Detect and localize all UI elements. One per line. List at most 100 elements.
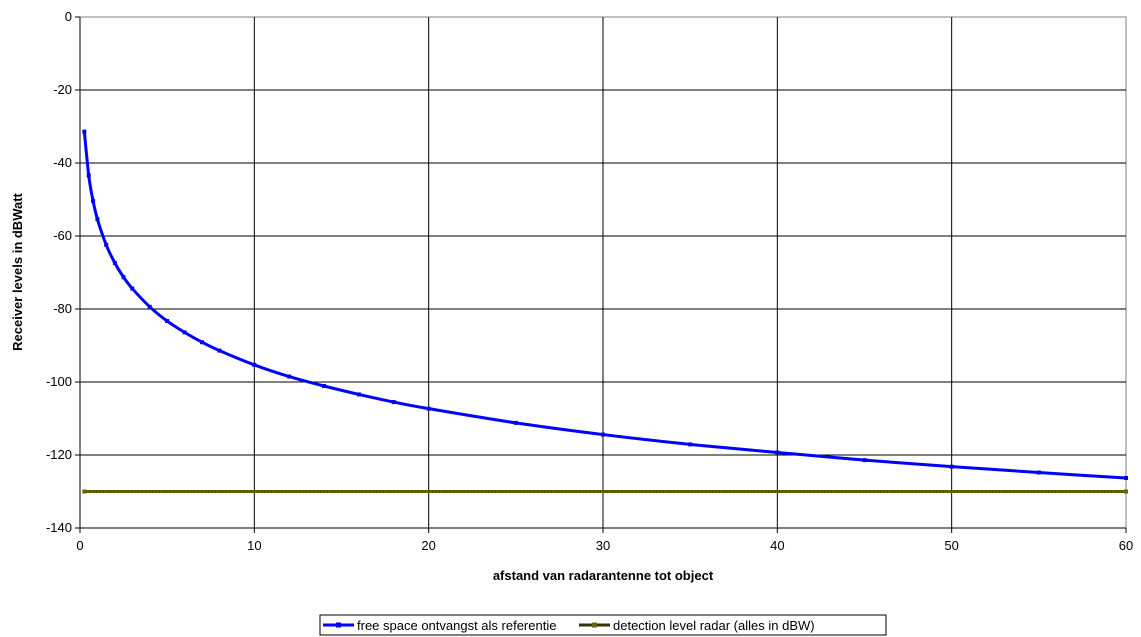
- detection-level-marker: [1094, 490, 1098, 493]
- detection-level-marker: [233, 490, 237, 493]
- y-tick-label: -140: [46, 520, 72, 535]
- detection-level-marker: [1045, 490, 1049, 493]
- detection-level-marker: [121, 490, 125, 493]
- detection-level-marker: [726, 490, 730, 493]
- detection-level-marker: [530, 490, 534, 493]
- detection-level-marker: [194, 490, 198, 493]
- detection-level-marker: [828, 490, 832, 493]
- detection-level-marker: [558, 490, 562, 493]
- data-point-free-space-11: [200, 340, 205, 345]
- detection-level-marker: [656, 490, 660, 493]
- detection-level-marker: [975, 490, 979, 493]
- detection-level-marker: [446, 490, 450, 493]
- detection-level-marker: [310, 490, 314, 493]
- detection-level-marker: [299, 490, 303, 493]
- detection-level-marker: [1080, 490, 1084, 493]
- detection-level-marker: [915, 490, 919, 493]
- detection-level-marker: [1062, 490, 1066, 493]
- data-point-free-space-4: [104, 242, 109, 247]
- detection-level-marker: [677, 490, 681, 493]
- detection-level-marker: [317, 490, 321, 493]
- data-point-free-space-10: [182, 330, 187, 335]
- detection-level-marker: [401, 490, 405, 493]
- detection-level-marker: [173, 490, 177, 493]
- detection-level-marker: [415, 490, 419, 493]
- detection-level-marker: [254, 490, 258, 493]
- detection-level-marker: [943, 490, 947, 493]
- detection-level-marker: [667, 490, 671, 493]
- detection-level-marker: [737, 490, 741, 493]
- detection-level-marker: [1073, 490, 1077, 493]
- detection-level-marker: [782, 490, 786, 493]
- detection-level-marker: [646, 490, 650, 493]
- detection-level-marker: [320, 490, 324, 493]
- detection-level-marker: [1122, 490, 1126, 493]
- detection-level-marker: [131, 490, 135, 493]
- detection-level-marker: [653, 490, 657, 493]
- detection-level-marker: [856, 490, 860, 493]
- detection-level-marker: [212, 490, 216, 493]
- detection-level-marker: [464, 490, 468, 493]
- y-tick-label: -100: [46, 374, 72, 389]
- detection-level-marker: [397, 490, 401, 493]
- detection-level-marker: [611, 490, 615, 493]
- data-point-free-space-12: [217, 348, 222, 353]
- detection-level-marker: [142, 490, 146, 493]
- detection-level-marker: [887, 490, 891, 493]
- detection-level-marker: [670, 490, 674, 493]
- detection-level-marker: [383, 490, 387, 493]
- detection-level-marker: [814, 490, 818, 493]
- detection-level-marker: [919, 490, 923, 493]
- data-point-free-space-18: [426, 406, 431, 411]
- detection-level-marker: [187, 490, 191, 493]
- detection-level-marker: [394, 490, 398, 493]
- detection-level-marker: [992, 490, 996, 493]
- detection-level-marker: [86, 490, 90, 493]
- detection-level-marker: [1020, 490, 1024, 493]
- detection-level-marker: [432, 490, 436, 493]
- x-axis-title: afstand van radarantenne tot object: [493, 568, 714, 583]
- data-point-free-space-22: [775, 450, 780, 455]
- x-tick-label: 30: [596, 538, 610, 553]
- detection-level-marker: [345, 490, 349, 493]
- detection-level-marker: [191, 490, 195, 493]
- data-point-free-space-13: [252, 362, 257, 367]
- detection-level-marker: [373, 490, 377, 493]
- detection-level-marker: [933, 490, 937, 493]
- detection-level-marker: [296, 490, 300, 493]
- detection-level-marker: [870, 490, 874, 493]
- detection-level-marker: [565, 490, 569, 493]
- detection-level-marker: [96, 490, 100, 493]
- y-tick-label: -80: [53, 301, 72, 316]
- detection-level-marker: [744, 490, 748, 493]
- detection-level-marker: [586, 490, 590, 493]
- detection-level-marker: [681, 490, 685, 493]
- detection-level-marker: [1017, 490, 1021, 493]
- detection-level-marker: [957, 490, 961, 493]
- detection-level-marker: [898, 490, 902, 493]
- detection-level-marker: [607, 490, 611, 493]
- detection-level-marker: [138, 490, 142, 493]
- detection-level-marker: [327, 490, 331, 493]
- detection-level-marker: [474, 490, 478, 493]
- detection-level-marker: [166, 490, 170, 493]
- detection-level-marker: [313, 490, 317, 493]
- detection-level-marker: [1108, 490, 1112, 493]
- detection-level-marker: [1069, 490, 1073, 493]
- y-tick-label: -40: [53, 155, 72, 170]
- detection-level-marker: [229, 490, 233, 493]
- detection-level-marker: [107, 490, 111, 493]
- detection-level-marker: [908, 490, 912, 493]
- detection-level-marker: [348, 490, 352, 493]
- detection-level-marker: [495, 490, 499, 493]
- detection-level-marker: [1066, 490, 1070, 493]
- detection-level-marker: [1010, 490, 1014, 493]
- detection-level-marker: [338, 490, 342, 493]
- detection-level-marker: [509, 490, 513, 493]
- detection-level-marker: [177, 490, 181, 493]
- detection-level-marker: [156, 490, 160, 493]
- detection-level-marker: [128, 490, 132, 493]
- tick-labels: 0 10 20 30 40 50 60 0 -20 -40 -60 -80 -100 -120 -140: [46, 9, 1133, 553]
- detection-level-marker: [541, 490, 545, 493]
